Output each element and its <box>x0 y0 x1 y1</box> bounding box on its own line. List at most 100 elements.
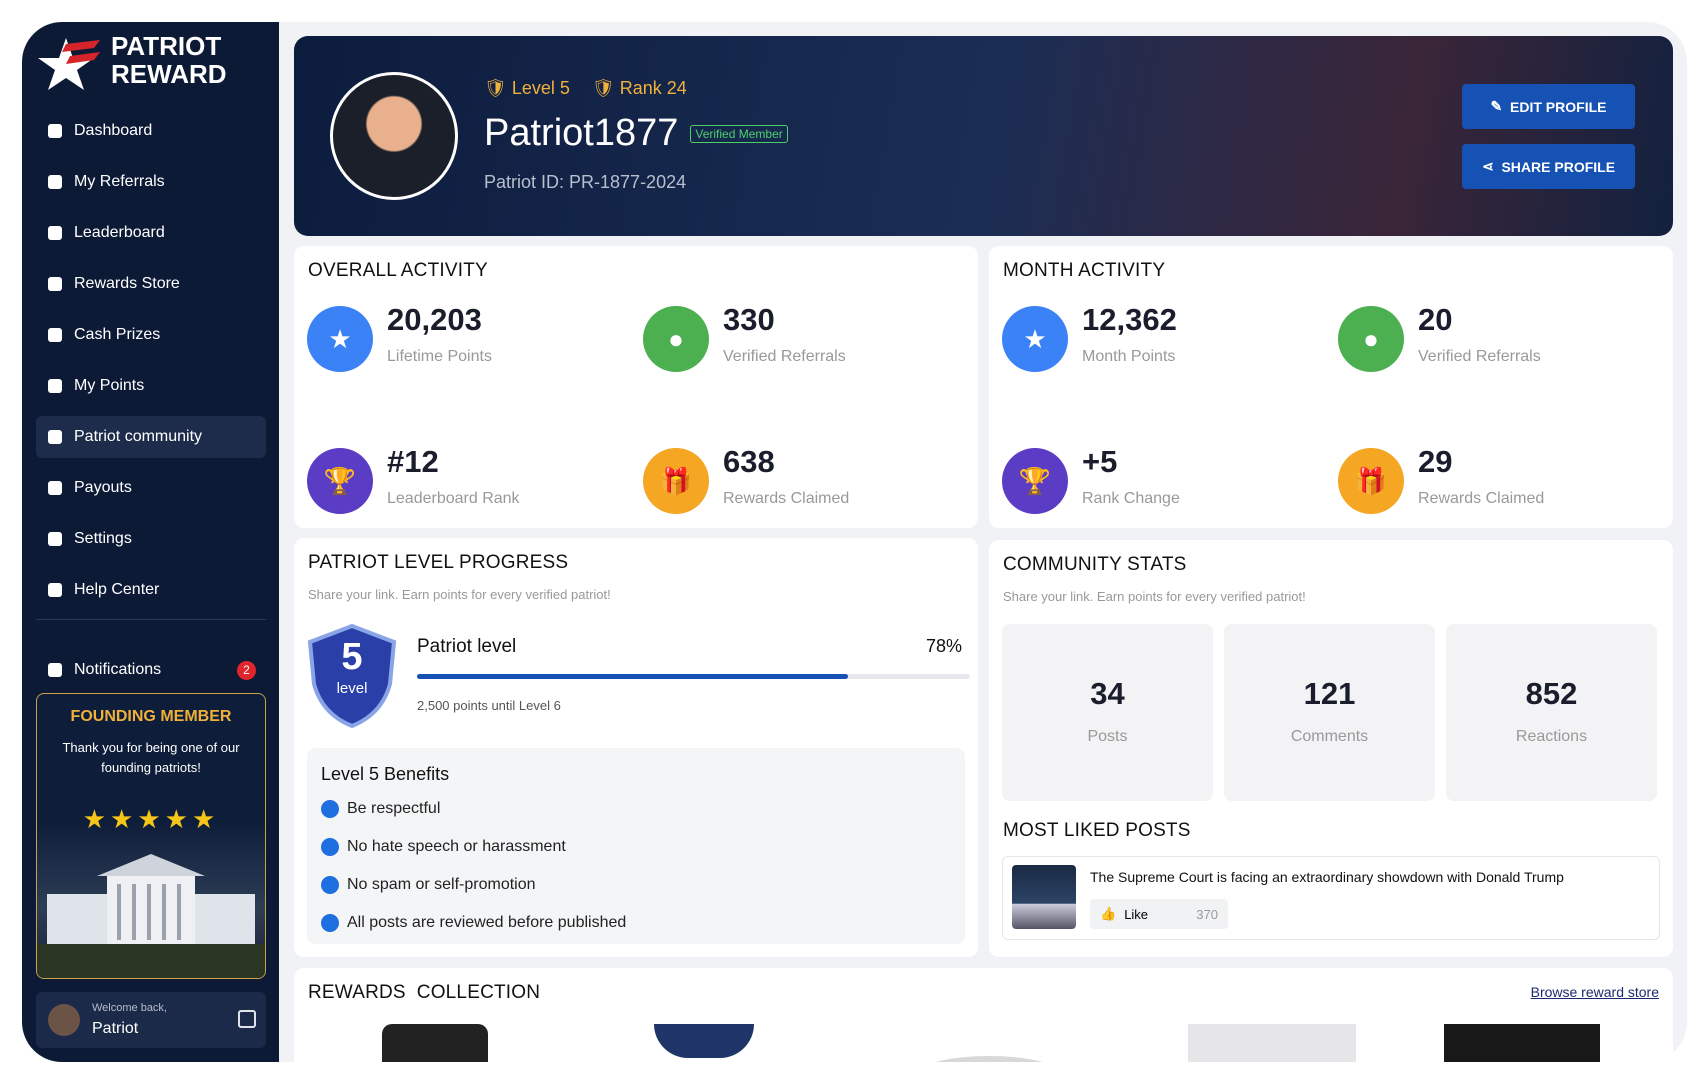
founding-text: Thank you for being one of our founding … <box>62 740 240 775</box>
profile-header: 🛡 Level 5 🛡 Rank 24 Patriot1877 Verified M… <box>294 36 1673 236</box>
benefits-box: Level 5 Benefits Be respectful No hate sp… <box>307 748 965 944</box>
button-label: EDIT PROFILE <box>1510 98 1607 115</box>
progress-label: Patriot level <box>417 636 517 657</box>
stat-label: Leaderboard Rank <box>387 490 520 507</box>
benefit-text: No spam or self-promotion <box>347 876 536 893</box>
nav-icon <box>48 532 62 546</box>
tile-label: Reactions <box>1515 728 1588 745</box>
post-title: The Supreme Court is facing an extraordi… <box>1090 869 1564 885</box>
level-number: 5 <box>341 636 363 678</box>
stat-value: 20 <box>1418 302 1453 337</box>
sidebar: PATRIOT REWARD Notifications 2 FOUNDING ME… <box>22 22 279 1062</box>
nav-item[interactable]: Leaderboard <box>36 212 266 254</box>
greeting: Welcome back, <box>92 1002 167 1014</box>
like-label: Like <box>1124 906 1149 922</box>
avatar <box>330 72 458 200</box>
card-title: COMMUNITY STATS <box>1003 554 1187 575</box>
stat-icon: 🏆 <box>1002 448 1068 514</box>
brand: PATRIOT REWARD <box>111 32 227 88</box>
benefit-icon <box>321 876 339 894</box>
benefit: No hate speech or harassment <box>321 838 566 856</box>
benefit-icon <box>321 838 339 856</box>
benefit-icon <box>321 914 339 932</box>
stat-icon: 🎁 <box>643 448 709 514</box>
stat-value: 12,362 <box>1082 302 1177 337</box>
stat-icon: 🎁 <box>1338 448 1404 514</box>
post-thumb <box>1012 865 1076 929</box>
stat-icon: ★ <box>1002 306 1068 372</box>
progress-percent: 78% <box>925 636 962 656</box>
nav-label: Settings <box>74 530 132 547</box>
card-subtitle: Share your link. Earn points for every v… <box>308 587 611 602</box>
username: Patriot1877 <box>484 112 679 154</box>
card-subtitle: Share your link. Earn points for every v… <box>1003 589 1306 604</box>
stat-icon: 🏆 <box>307 448 373 514</box>
verified-badge: Verified Member <box>690 124 788 143</box>
nav-item[interactable]: Settings <box>36 518 266 560</box>
edit-profile[interactable]: ✎ EDIT PROFILE <box>1462 84 1635 129</box>
founding-card: FOUNDING MEMBER Thank you for being one … <box>36 693 266 979</box>
nav-label: My Points <box>74 377 145 394</box>
level: 🛡 Level 5 <box>484 78 570 98</box>
nav-item[interactable]: Rewards Store <box>36 263 266 305</box>
nav-icon <box>48 175 62 189</box>
nav-item[interactable]: Patriot community <box>36 416 266 458</box>
benefit: All posts are reviewed before published <box>321 914 626 932</box>
stat-tile: 852 Reactions <box>1446 624 1657 801</box>
card-title: MONTH ACTIVITY <box>1003 260 1166 281</box>
like-button[interactable]: 👍 Like 370 <box>1090 899 1228 929</box>
nav-label: Leaderboard <box>74 224 165 241</box>
nav-label: Help Center <box>74 581 160 598</box>
share-profile[interactable]: ⋖ SHARE PROFILE <box>1462 144 1635 189</box>
level-shield <box>307 624 397 728</box>
badge: 2 <box>237 660 256 680</box>
reward-image <box>914 1056 1064 1062</box>
nav-item[interactable]: My Points <box>36 365 266 407</box>
month-activity: MONTH ACTIVITY ★ 12,362 Month Points ● 20 Veri… <box>989 246 1673 528</box>
stat-label: Rank Change <box>1082 490 1180 507</box>
stat-label: Rewards Claimed <box>1418 490 1545 507</box>
nav-label: My Referrals <box>74 173 165 190</box>
benefit-icon <box>321 800 339 818</box>
nav-icon <box>48 328 62 342</box>
stat-label: Verified Referrals <box>723 348 846 365</box>
nav-icon <box>48 379 62 393</box>
nav-item[interactable]: Payouts <box>36 467 266 509</box>
notifications[interactable]: Notifications 2 <box>36 649 266 691</box>
like-count: 370 <box>1196 906 1218 922</box>
stat-value: 638 <box>723 444 775 479</box>
logo <box>38 38 100 90</box>
nav-item[interactable]: My Referrals <box>36 161 266 203</box>
tile-value: 34 <box>1090 676 1125 711</box>
nav-label: Dashboard <box>74 122 153 139</box>
nav-label: Cash Prizes <box>74 326 161 343</box>
post[interactable]: The Supreme Court is facing an extraordi… <box>1002 856 1660 940</box>
benefit-text: All posts are reviewed before published <box>347 914 627 931</box>
stat-value: 330 <box>723 302 775 337</box>
nav-item[interactable]: Cash Prizes <box>36 314 266 356</box>
nav-item[interactable]: Help Center <box>36 569 266 611</box>
brand-line: PATRIOT <box>111 31 222 61</box>
divider <box>36 619 266 620</box>
tile-label: Comments <box>1290 728 1369 745</box>
white-house <box>37 854 265 978</box>
patriot-id: Patriot ID: PR-1877-2024 <box>484 172 687 192</box>
nav-item[interactable]: Dashboard <box>36 110 266 152</box>
user-avatar <box>48 1004 80 1036</box>
button-label: SHARE PROFILE <box>1501 158 1616 175</box>
app-frame: PATRIOT REWARD Notifications 2 FOUNDING ME… <box>22 22 1687 1062</box>
reward-image <box>654 1024 754 1058</box>
stat-label: Rewards Claimed <box>723 490 850 507</box>
stat-value: 20,203 <box>387 302 482 337</box>
rank-text: Rank 24 <box>619 78 687 98</box>
browse-link[interactable]: Browse reward store <box>1530 984 1659 1000</box>
benefits-title: Level 5 Benefits <box>321 764 450 784</box>
badges: 🛡 Level 5 🛡 Rank 24 <box>484 78 687 99</box>
level-word: level <box>336 680 368 697</box>
stat-label: Month Points <box>1082 348 1176 365</box>
brand-line: REWARD <box>111 59 227 89</box>
nav-label: Rewards Store <box>74 275 180 292</box>
overall-activity: OVERALL ACTIVITY ★ 20,203 Lifetime Points ● 3… <box>294 246 978 528</box>
logout[interactable] <box>238 1010 256 1028</box>
